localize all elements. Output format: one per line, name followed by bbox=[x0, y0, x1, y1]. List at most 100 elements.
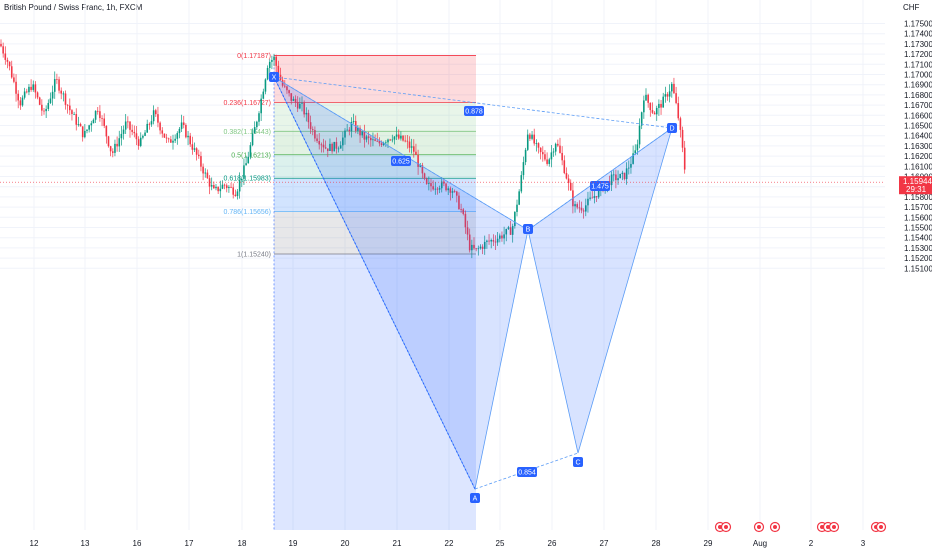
candle-body bbox=[587, 198, 589, 206]
candle bbox=[477, 245, 480, 256]
candle bbox=[408, 136, 411, 153]
candle bbox=[26, 88, 28, 94]
candle bbox=[449, 186, 452, 201]
candle-body bbox=[219, 188, 222, 192]
time-tick-label: 27 bbox=[600, 539, 609, 548]
candle-body bbox=[23, 91, 26, 98]
candle-body bbox=[103, 118, 105, 126]
candle bbox=[385, 140, 387, 147]
candle bbox=[331, 142, 333, 154]
candle bbox=[45, 105, 47, 118]
candle bbox=[36, 91, 39, 100]
fib-retracement[interactable]: 0(1.17187) 0.236(1.16727) 0.382(1.16443) 0.… bbox=[224, 53, 476, 530]
candle bbox=[234, 189, 237, 197]
candle bbox=[651, 102, 654, 115]
fib-level-label: 0.618(1.15983) bbox=[224, 176, 271, 183]
event-icon[interactable] bbox=[828, 521, 840, 533]
fib-zone bbox=[274, 131, 476, 155]
candle-body bbox=[526, 134, 529, 150]
candle bbox=[471, 239, 473, 259]
candle bbox=[544, 149, 546, 162]
candle-body bbox=[118, 138, 121, 147]
chart-title: British Pound / Swiss Franc, 1h, FXCM bbox=[4, 3, 143, 12]
candle-body bbox=[268, 61, 271, 68]
pattern-point-d[interactable]: D bbox=[667, 123, 677, 133]
candle-body bbox=[539, 147, 542, 153]
candle-body bbox=[535, 143, 538, 144]
fib-level-label: 1(1.15240) bbox=[237, 252, 271, 259]
pattern-point-x[interactable]: X bbox=[269, 72, 279, 82]
candle-body bbox=[415, 151, 417, 155]
candle-body bbox=[617, 178, 619, 181]
candle-body bbox=[406, 140, 409, 142]
candle-body bbox=[378, 140, 381, 144]
candle bbox=[101, 115, 103, 127]
candle-body bbox=[561, 152, 563, 161]
candle-body bbox=[243, 165, 245, 179]
candle bbox=[198, 149, 200, 159]
candle-body bbox=[501, 235, 503, 239]
candle-body bbox=[524, 149, 527, 163]
candle bbox=[142, 134, 144, 140]
time-axis[interactable]: 12 13 16 17 18 19 20 21 22 25 26 27 28 29 Aug 2 3 bbox=[0, 530, 885, 550]
candle-body bbox=[434, 188, 437, 190]
price-tick-label: 1.17300 bbox=[904, 40, 932, 49]
event-icon[interactable] bbox=[753, 521, 765, 533]
candle bbox=[417, 149, 419, 175]
candle bbox=[516, 199, 518, 217]
candle-body bbox=[619, 173, 621, 179]
candle bbox=[681, 126, 684, 153]
candle-body bbox=[264, 79, 267, 92]
candle-body bbox=[221, 184, 224, 189]
time-tick-label: 3 bbox=[861, 539, 866, 548]
time-tick-label: 13 bbox=[81, 539, 90, 548]
candle bbox=[51, 85, 54, 106]
candle-body bbox=[337, 148, 340, 150]
candle bbox=[157, 106, 159, 128]
candle bbox=[92, 118, 95, 124]
event-icon[interactable] bbox=[769, 521, 781, 533]
pattern-point-a[interactable]: A bbox=[470, 493, 480, 503]
candle bbox=[625, 162, 628, 185]
candle-body bbox=[157, 114, 159, 123]
candle bbox=[395, 126, 398, 140]
candle bbox=[425, 177, 428, 185]
time-axis-bg bbox=[0, 530, 885, 550]
price-tick-label: 1.16200 bbox=[904, 152, 932, 161]
candle bbox=[337, 146, 340, 153]
candle-body bbox=[651, 110, 654, 113]
candle bbox=[456, 190, 458, 203]
candle-body bbox=[638, 125, 641, 145]
candle-body bbox=[591, 197, 594, 199]
candle bbox=[191, 136, 194, 155]
pattern-ratio-label: 0.625 bbox=[391, 156, 411, 166]
candle-body bbox=[389, 139, 391, 141]
candle-body bbox=[522, 162, 525, 176]
candle bbox=[387, 138, 389, 148]
candle bbox=[288, 89, 290, 97]
candle bbox=[666, 92, 669, 101]
candle-body bbox=[387, 139, 389, 143]
candle bbox=[159, 121, 161, 135]
candle-body bbox=[395, 134, 398, 137]
event-icon[interactable] bbox=[720, 521, 732, 533]
pattern-point-c[interactable]: C bbox=[573, 457, 583, 467]
candle bbox=[561, 146, 563, 166]
harmonic-pattern[interactable]: X A B C D 0.625 0.878 1.475 0.854 bbox=[269, 72, 677, 503]
candle bbox=[99, 105, 101, 122]
candle-body bbox=[210, 185, 213, 187]
candle-body bbox=[643, 100, 645, 113]
candle bbox=[56, 73, 58, 84]
candle-body bbox=[382, 142, 385, 146]
candle-body bbox=[198, 154, 200, 157]
event-icon[interactable] bbox=[875, 521, 887, 533]
candle bbox=[262, 88, 265, 100]
candle bbox=[135, 126, 138, 146]
candle-body bbox=[320, 144, 323, 146]
candle-body bbox=[150, 121, 153, 125]
candle-body bbox=[503, 234, 505, 239]
pattern-point-b[interactable]: B bbox=[523, 224, 533, 234]
